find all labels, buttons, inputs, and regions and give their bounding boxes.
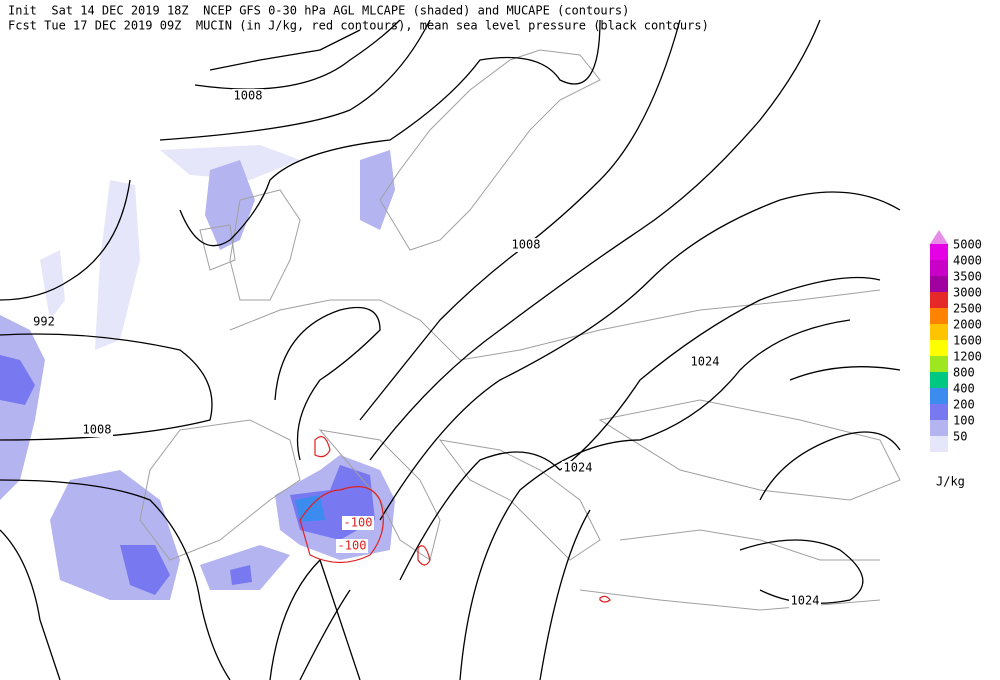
legend-swatch	[930, 244, 948, 260]
legend-swatch	[930, 276, 948, 292]
cape-shading	[0, 145, 395, 600]
legend-label: 200	[953, 398, 975, 412]
cin-contours	[299, 436, 611, 603]
legend-label: 50	[953, 430, 967, 444]
legend-swatch	[930, 260, 948, 276]
legend-swatch	[930, 404, 948, 420]
label-background	[689, 355, 721, 369]
legend-swatch	[930, 388, 948, 404]
legend-label: 1600	[953, 334, 982, 348]
legend-label: 400	[953, 382, 975, 396]
contour-label: -100	[344, 516, 373, 530]
legend-swatch	[930, 420, 948, 436]
legend-label: 100	[953, 414, 975, 428]
label-background	[28, 315, 60, 329]
legend-label: 2500	[953, 302, 982, 316]
legend-label: 2000	[953, 318, 982, 332]
label-background	[510, 238, 542, 252]
label-background	[232, 89, 264, 103]
legend-swatch	[930, 308, 948, 324]
label-background	[342, 516, 374, 530]
label-background	[336, 539, 368, 553]
label-background	[789, 594, 821, 608]
legend-unit: J/kg	[936, 475, 965, 489]
legend-swatch	[930, 356, 948, 372]
legend-swatch	[930, 340, 948, 356]
header-line: Fcst Tue 17 DEC 2019 09Z MUCIN (in J/kg,…	[8, 19, 709, 33]
legend-arrow	[930, 230, 948, 244]
header-line: Init Sat 14 DEC 2019 18Z NCEP GFS 0-30 h…	[8, 4, 629, 18]
contour-label: 1008	[83, 423, 112, 437]
legend-label: 800	[953, 366, 975, 380]
contour-label: 1024	[791, 594, 820, 608]
contour-label: 1008	[512, 238, 541, 252]
legend-label: 3500	[953, 270, 982, 284]
legend-label: 1200	[953, 350, 982, 364]
label-background	[81, 423, 113, 437]
coastlines	[139, 49, 901, 611]
legend-label: 3000	[953, 286, 982, 300]
contour-label: 1024	[691, 355, 720, 369]
contour-label: 1024	[564, 461, 593, 475]
legend-swatch	[930, 372, 948, 388]
label-background	[562, 461, 594, 475]
legend-label: 4000	[953, 254, 982, 268]
legend-label: 5000	[953, 238, 982, 252]
legend-swatch	[930, 324, 948, 340]
legend-swatch	[930, 292, 948, 308]
contour-label: 992	[33, 315, 55, 329]
contour-label: -100	[338, 539, 367, 553]
legend-swatch	[930, 436, 948, 452]
contour-label: 1008	[234, 89, 263, 103]
